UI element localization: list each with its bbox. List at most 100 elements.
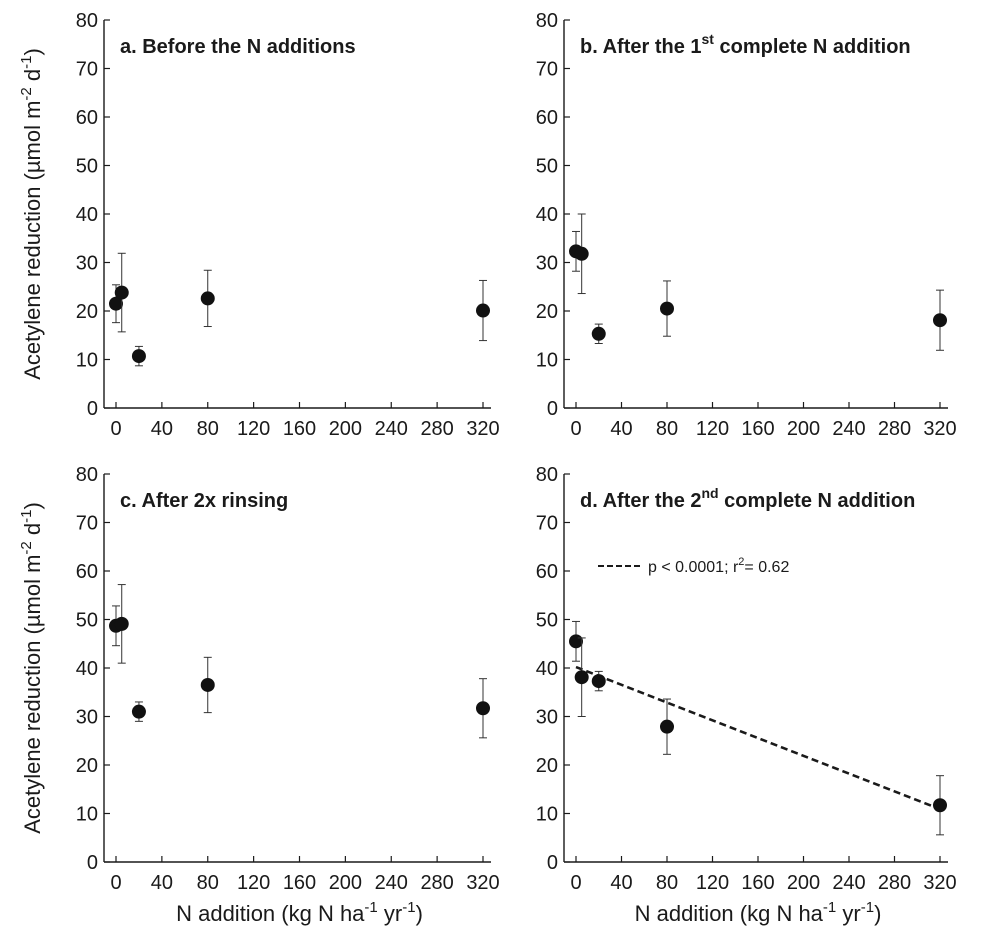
x-tick-label: 120	[696, 872, 729, 894]
y-tick-label: 80	[536, 464, 558, 486]
x-tick-label: 280	[878, 418, 911, 440]
panel-title-main: b. After the 1	[580, 36, 702, 58]
data-point	[131, 704, 146, 719]
y-axis-title-sup: -2	[18, 87, 35, 100]
legend-text: p < 0.0001; r2= 0.62	[648, 556, 789, 576]
x-tick-label: 0	[570, 418, 581, 440]
x-axis-title-sup: -1	[402, 899, 415, 916]
x-axis-title-main: N addition (kg N ha	[176, 901, 365, 926]
panel-title: d. After the 2nd complete N addition	[580, 485, 915, 512]
x-tick-label: 160	[741, 872, 774, 894]
legend-text-main: p < 0.0001; r	[648, 559, 739, 576]
y-tick-label: 70	[76, 59, 98, 81]
y-tick-label: 0	[547, 852, 558, 874]
data-point	[933, 313, 947, 328]
y-tick-label: 30	[76, 253, 98, 275]
data-point	[114, 285, 129, 300]
x-tick-label: 40	[151, 418, 173, 440]
y-axis-title-end: )	[20, 48, 45, 55]
x-tick-label: 0	[570, 872, 581, 894]
y-tick-label: 10	[76, 350, 98, 372]
x-tick-label: 40	[610, 418, 632, 440]
panel-d: 0 10 20 30 40 50 60 70 80 0 40 80 120 160 200 240 280 320…	[536, 464, 957, 894]
x-tick-label: 200	[787, 418, 820, 440]
x-axis-title: N addition (kg N ha-1 yr-1)	[635, 899, 882, 926]
data-point	[200, 291, 215, 306]
y-tick-label: 40	[536, 658, 558, 680]
data-point	[114, 616, 129, 631]
y-tick-label: 30	[76, 707, 98, 729]
y-tick-label: 10	[76, 804, 98, 826]
panel-title-sup: nd	[702, 485, 719, 501]
x-tick-label: 320	[923, 872, 956, 894]
y-tick-label: 0	[87, 852, 98, 874]
data-point	[574, 670, 589, 685]
y-axis-title-sup: -1	[18, 56, 35, 69]
y-axis-title: Acetylene reduction (µmol m-2 d-1)	[18, 48, 45, 380]
x-tick-label: 40	[151, 872, 173, 894]
x-axis-title-mid: yr	[836, 901, 860, 926]
data-point	[569, 634, 583, 649]
x-tick-label: 160	[283, 872, 316, 894]
y-tick-label: 10	[536, 350, 558, 372]
x-axis-title-sup: -1	[364, 899, 377, 916]
x-tick-label: 240	[375, 418, 408, 440]
y-tick-label: 60	[76, 561, 98, 583]
x-axis-title-end: )	[416, 901, 423, 926]
y-tick-label: 40	[76, 204, 98, 226]
data-point	[131, 349, 146, 364]
data-point	[660, 719, 674, 734]
x-tick-label: 240	[832, 872, 865, 894]
y-axis-title-sup: -1	[18, 510, 35, 523]
x-tick-label: 200	[329, 418, 362, 440]
x-tick-label: 320	[466, 418, 499, 440]
panel-title: b. After the 1st complete N addition	[580, 31, 911, 58]
y-axis-title-main: Acetylene reduction (µmol m	[20, 555, 45, 834]
y-tick-label: 20	[536, 755, 558, 777]
y-tick-label: 50	[536, 156, 558, 178]
y-tick-label: 20	[76, 301, 98, 323]
trend-line	[575, 665, 941, 811]
x-tick-label: 0	[110, 872, 121, 894]
x-tick-label: 160	[741, 418, 774, 440]
y-tick-label: 50	[536, 610, 558, 632]
x-axis-title-mid: yr	[378, 901, 402, 926]
x-axis-title-sup: -1	[823, 899, 836, 916]
y-tick-label: 80	[76, 10, 98, 32]
panel-c: 0 10 20 30 40 50 60 70 80 0 40 80 120 160 200 240 280 320…	[76, 464, 500, 894]
data-point	[476, 303, 490, 318]
y-tick-label: 60	[536, 107, 558, 129]
panel-title-main: d. After the 2	[580, 490, 702, 512]
x-tick-label: 200	[329, 872, 362, 894]
panel-title: c. After 2x rinsing	[120, 490, 288, 512]
x-tick-label: 80	[197, 418, 219, 440]
data-point	[591, 674, 606, 689]
x-tick-label: 240	[832, 418, 865, 440]
data-point	[591, 326, 606, 341]
y-tick-label: 40	[536, 204, 558, 226]
x-tick-label: 200	[787, 872, 820, 894]
x-tick-label: 120	[696, 418, 729, 440]
panel-title-end: complete N addition	[714, 36, 911, 58]
x-tick-label: 80	[656, 418, 678, 440]
y-tick-label: 80	[536, 10, 558, 32]
panel-title-sup: st	[702, 31, 715, 47]
y-axis-title: Acetylene reduction (µmol m-2 d-1)	[18, 502, 45, 834]
y-tick-label: 0	[547, 398, 558, 420]
x-tick-label: 320	[466, 872, 499, 894]
x-tick-label: 280	[420, 872, 453, 894]
x-tick-label: 280	[878, 872, 911, 894]
y-tick-label: 60	[76, 107, 98, 129]
x-tick-label: 120	[237, 872, 270, 894]
y-tick-label: 30	[536, 253, 558, 275]
y-tick-label: 50	[76, 610, 98, 632]
data-point	[574, 246, 589, 261]
panel-title: a. Before the N additions	[120, 36, 356, 58]
data-point	[660, 301, 674, 316]
y-tick-label: 10	[536, 804, 558, 826]
x-tick-label: 240	[375, 872, 408, 894]
y-tick-label: 70	[536, 59, 558, 81]
y-tick-label: 20	[76, 755, 98, 777]
x-axis-title-sup: -1	[861, 899, 874, 916]
